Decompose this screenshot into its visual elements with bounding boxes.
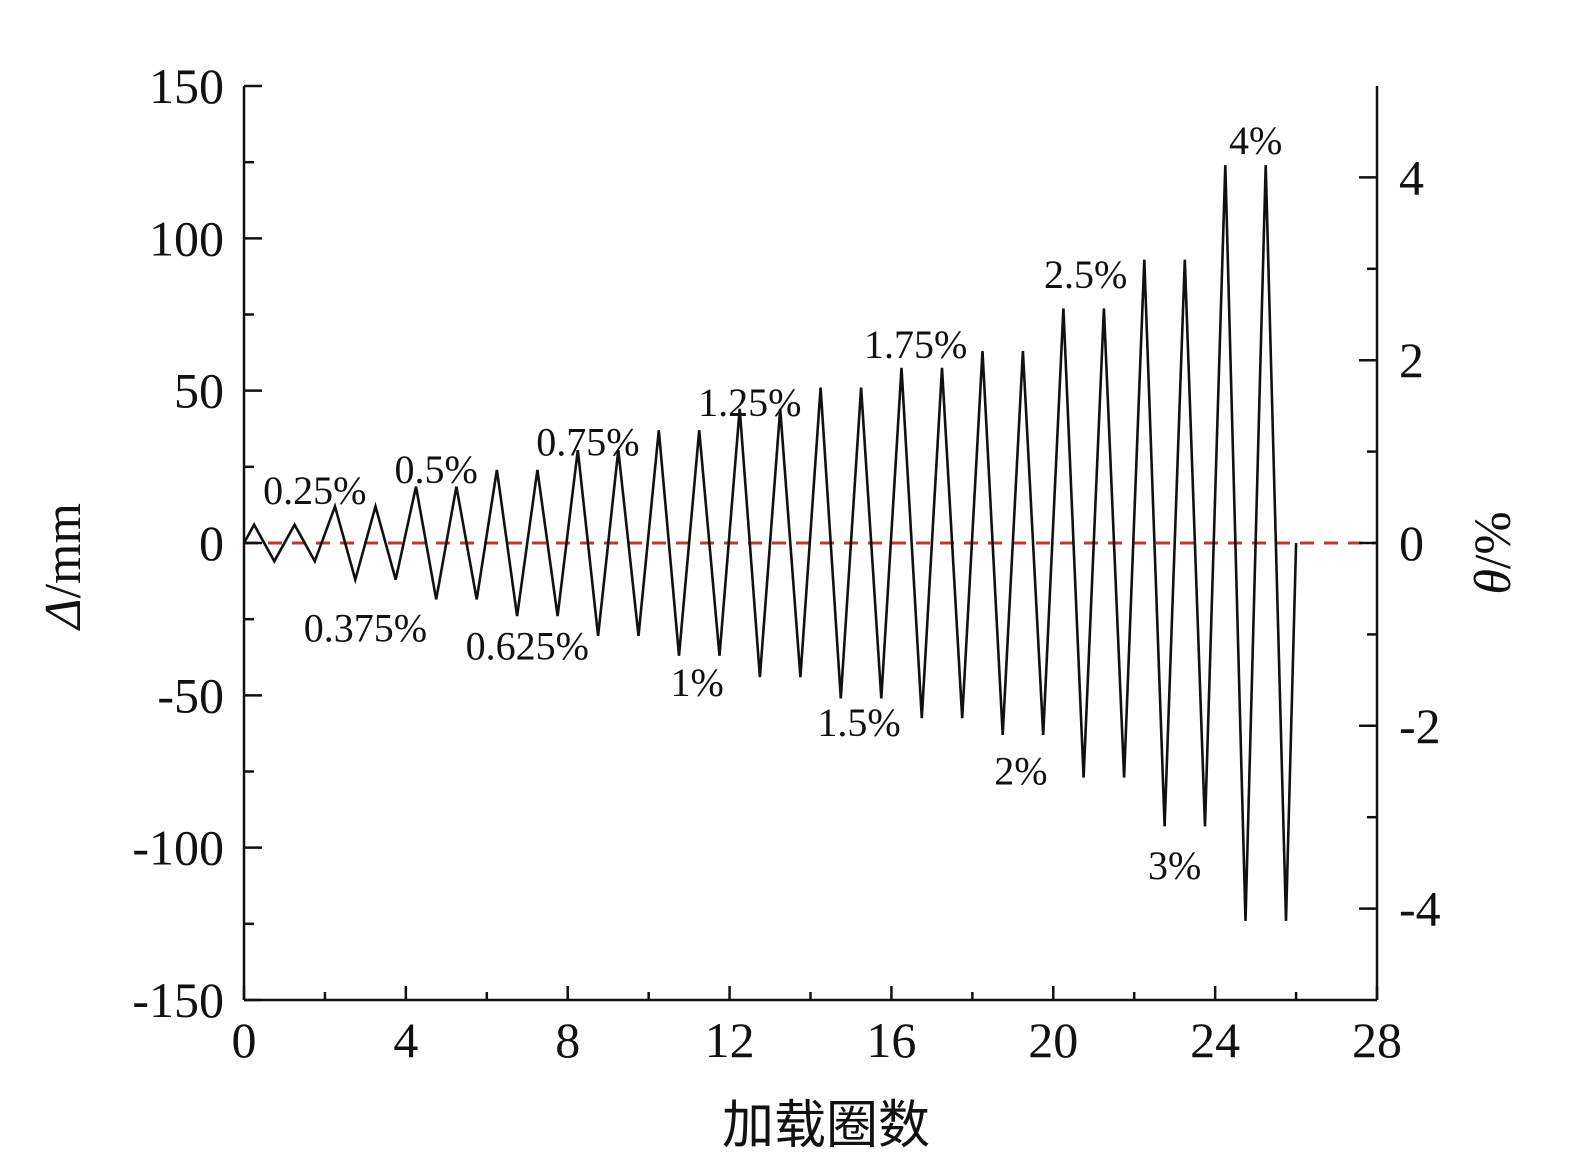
x-tick-label: 16 bbox=[866, 1012, 916, 1068]
y-left-tick-label: 0 bbox=[199, 515, 224, 571]
y-right-tick-label: 0 bbox=[1399, 515, 1424, 571]
y-left-tick-label: -150 bbox=[132, 972, 224, 1028]
x-axis-title: 加载圈数 bbox=[722, 1098, 930, 1155]
drift-label: 0.375% bbox=[304, 605, 427, 650]
y-right-tick-label: 4 bbox=[1399, 149, 1424, 205]
drift-label: 2.5% bbox=[1044, 252, 1127, 297]
left-y-axis-symbol: Δ bbox=[35, 598, 92, 631]
y-right-tick-label: -2 bbox=[1399, 698, 1441, 754]
y-left-tick-label: 50 bbox=[174, 363, 224, 419]
drift-label: 1.25% bbox=[698, 380, 801, 425]
x-tick-label: 0 bbox=[232, 1012, 257, 1068]
x-tick-label: 24 bbox=[1190, 1012, 1240, 1068]
y-right-tick-label: -4 bbox=[1399, 881, 1441, 937]
drift-label: 1.5% bbox=[817, 700, 900, 745]
x-tick-label: 4 bbox=[393, 1012, 418, 1068]
y-right-tick-label: 2 bbox=[1399, 332, 1424, 388]
x-tick-label: 8 bbox=[555, 1012, 580, 1068]
drift-label: 0.75% bbox=[536, 419, 639, 464]
drift-label: 4% bbox=[1229, 118, 1282, 163]
x-tick-label: 20 bbox=[1028, 1012, 1078, 1068]
plot-area bbox=[242, 165, 1377, 921]
drift-label: 0.25% bbox=[263, 468, 366, 513]
right-y-axis-title: θ/% bbox=[1465, 511, 1522, 594]
left-y-axis-unit: /mm bbox=[35, 503, 92, 598]
y-left-ticks: -150 -100 -50 0 50 100 150 bbox=[132, 58, 262, 1028]
y-left-tick-label: 100 bbox=[149, 210, 224, 266]
x-ticks: 0 4 8 12 16 20 24 28 bbox=[232, 986, 1402, 1068]
drift-annotations: 0.25% 0.375% 0.5% 0.625% 0.75% 1% 1.25% 1.5% 1.7… bbox=[263, 118, 1282, 888]
drift-label: 1.75% bbox=[864, 322, 967, 367]
drift-label: 3% bbox=[1148, 843, 1201, 888]
displacement-series-line bbox=[242, 165, 1298, 921]
right-y-axis-symbol: θ bbox=[1465, 569, 1522, 595]
x-tick-label: 28 bbox=[1352, 1012, 1402, 1068]
drift-label: 0.625% bbox=[466, 624, 589, 669]
left-y-axis-title: Δ/mm bbox=[35, 503, 92, 631]
drift-label: 2% bbox=[994, 749, 1047, 794]
drift-label: 0.5% bbox=[395, 447, 478, 492]
drift-label: 1% bbox=[671, 660, 724, 705]
y-right-ticks: -4 -2 0 2 4 bbox=[1359, 149, 1441, 937]
y-left-tick-label: 150 bbox=[149, 58, 224, 114]
y-left-tick-label: -100 bbox=[132, 820, 224, 876]
right-y-axis-unit: /% bbox=[1465, 511, 1522, 569]
y-left-tick-label: -50 bbox=[157, 667, 224, 723]
x-tick-label: 12 bbox=[705, 1012, 755, 1068]
